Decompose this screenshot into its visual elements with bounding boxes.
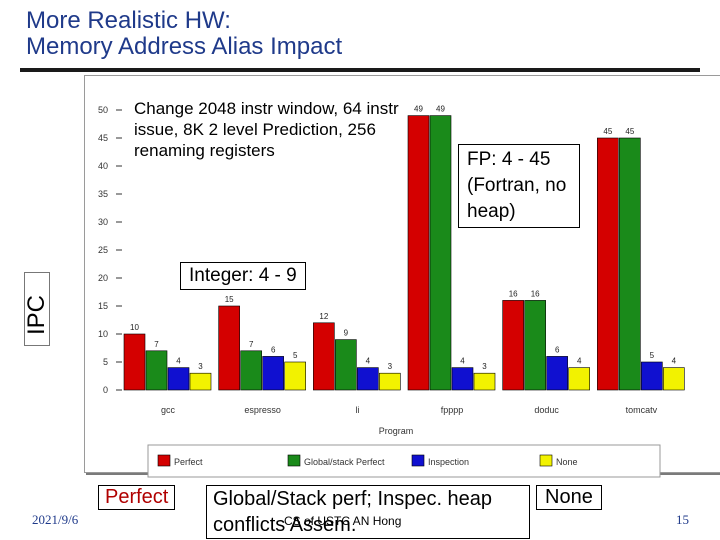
x-tick-label: gcc: [161, 405, 176, 415]
window-annotation: Change 2048 instr window, 64 instr issue…: [134, 99, 399, 160]
bar-tomcatv-0: [597, 137, 619, 391]
data-label: 45: [603, 127, 612, 136]
big-legend-global-text: Global/Stack perf; Inspec. heap conflict…: [213, 488, 493, 536]
data-label: 49: [436, 105, 445, 114]
legend-label: Inspection: [428, 457, 469, 467]
y-tick-label: 45: [98, 133, 108, 143]
bar-fpppp-3: [473, 372, 496, 391]
title-line-2: Memory Address Alias Impact: [26, 33, 343, 60]
title-line-1: More Realistic HW:: [26, 7, 231, 34]
big-legend-assem-text: Assem.: [289, 514, 357, 536]
integer-annotation: Integer: 4 - 9: [180, 262, 306, 290]
data-label: 16: [531, 289, 540, 298]
bar-tomcatv-3: [663, 367, 685, 391]
data-label: 3: [482, 362, 487, 371]
bar-doduc-3: [568, 367, 590, 391]
legend-swatch: [539, 454, 553, 467]
bar-tomcatv-1: [619, 137, 641, 391]
legend-swatch: [411, 454, 425, 467]
footer-date: 2021/9/6: [32, 512, 79, 527]
fp-annotation: FP: 4 - 45 (Fortran, no heap): [458, 144, 580, 228]
x-tick-label: fpppp: [441, 405, 464, 415]
bar-espresso-3: [284, 361, 306, 391]
bar-li-1: [335, 339, 357, 391]
bar-gcc-0: [123, 333, 146, 391]
data-label: 4: [672, 357, 677, 366]
data-label: 9: [344, 329, 349, 338]
x-tick-label: espresso: [244, 405, 281, 415]
big-legend-none: None: [536, 485, 602, 510]
data-label: 5: [650, 351, 655, 360]
bar-fpppp-2: [451, 367, 474, 391]
x-tick-label: doduc: [534, 405, 559, 415]
data-label: 6: [271, 345, 276, 354]
bar-li-0: [313, 322, 335, 391]
bar-fpppp-1: [429, 115, 452, 391]
slide-title: More Realistic HW: Memory Address Alias …: [26, 8, 342, 60]
data-label: 45: [625, 127, 634, 136]
title-divider: [20, 68, 700, 72]
x-tick-label: li: [355, 405, 359, 415]
y-tick-label: 50: [98, 105, 108, 115]
data-label: 10: [130, 323, 139, 332]
data-label: 5: [293, 351, 298, 360]
y-axis-title-box: [24, 272, 50, 346]
y-tick-label: 25: [98, 245, 108, 255]
bar-li-2: [357, 367, 379, 391]
data-label: 3: [198, 362, 203, 371]
bar-gcc-1: [145, 350, 168, 391]
data-label: 4: [366, 357, 371, 366]
data-label: 12: [319, 312, 328, 321]
y-tick-label: 5: [103, 357, 108, 367]
data-label: 3: [388, 362, 393, 371]
footer-course: CS of USTC AN Hong: [284, 514, 402, 528]
legend-label: Perfect: [174, 457, 203, 467]
bar-espresso-0: [218, 305, 240, 391]
data-label: 16: [509, 289, 518, 298]
bar-espresso-1: [240, 350, 262, 391]
legend-box: [147, 444, 661, 478]
data-label: 4: [460, 357, 465, 366]
x-tick-label: tomcatv: [626, 405, 658, 415]
y-axis-title-text: IPC: [23, 294, 50, 336]
bar-doduc-2: [546, 356, 568, 391]
y-axis-title: IPC: [22, 280, 52, 350]
data-label: 4: [176, 357, 181, 366]
legend-label: None: [556, 457, 578, 467]
data-label: 49: [414, 105, 423, 114]
x-axis-title: Program: [379, 426, 414, 436]
bar-doduc-0: [502, 300, 524, 391]
y-tick-label: 0: [103, 385, 108, 395]
y-tick-label: 40: [98, 161, 108, 171]
bar-tomcatv-2: [641, 361, 663, 391]
y-tick-label: 15: [98, 301, 108, 311]
y-tick-label: 30: [98, 217, 108, 227]
legend-swatch: [287, 454, 301, 467]
data-label: 7: [249, 340, 254, 349]
page-number: 15: [676, 512, 689, 527]
bar-fpppp-0: [407, 115, 430, 391]
bar-espresso-2: [262, 356, 284, 391]
bar-gcc-2: [167, 367, 190, 391]
bar-li-3: [379, 372, 401, 391]
y-tick-label: 10: [98, 329, 108, 339]
y-tick-label: 20: [98, 273, 108, 283]
legend-label: Global/stack Perfect: [304, 457, 385, 467]
big-legend-global: Global/Stack perf; Inspec. heap conflict…: [206, 485, 530, 539]
y-tick-label: 35: [98, 189, 108, 199]
data-label: 7: [154, 340, 159, 349]
bar-doduc-1: [524, 300, 546, 391]
legend-swatch: [157, 454, 171, 467]
data-label: 15: [225, 295, 234, 304]
bar-gcc-3: [189, 372, 212, 391]
data-label: 6: [555, 345, 560, 354]
big-legend-perfect: Perfect: [98, 485, 176, 510]
data-label: 4: [577, 357, 582, 366]
